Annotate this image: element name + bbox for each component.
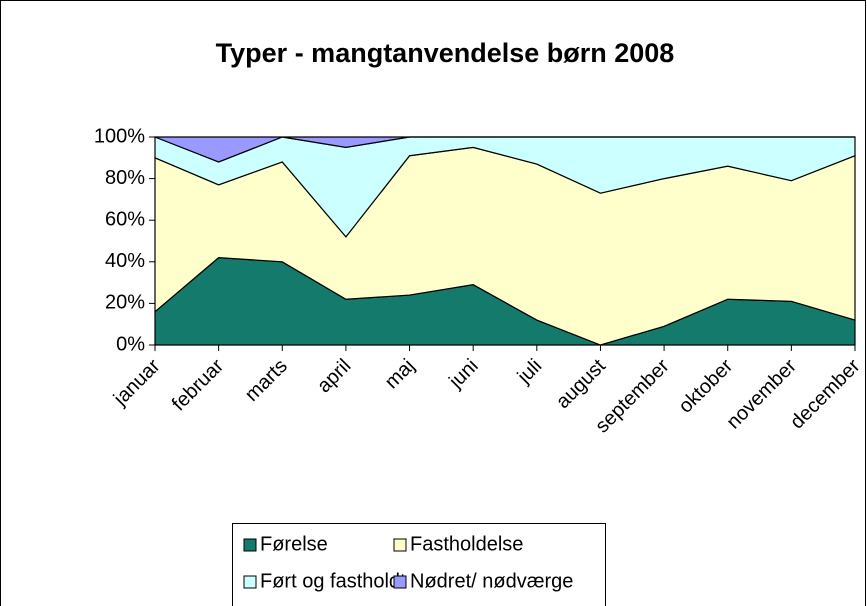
y-tick-label: 20%: [105, 292, 145, 314]
y-tick-label: 100%: [94, 125, 145, 147]
legend-swatch: [243, 575, 257, 589]
legend-label: Nødret/ nødværge: [410, 570, 573, 592]
area: [154, 136, 855, 163]
legend-swatch: [243, 538, 257, 552]
y-tick-label: 40%: [105, 250, 145, 272]
legend-box: [232, 523, 606, 606]
y-tick-label: 80%: [105, 167, 145, 189]
legend-swatch: [393, 538, 407, 552]
legend-label: Førelse: [260, 533, 328, 555]
y-tick-label: 0%: [116, 333, 145, 355]
chart-title: Typer - mangtanvendelse børn 2008: [216, 38, 675, 68]
y-tick-label: 60%: [105, 208, 145, 230]
legend-label: Fastholdelse: [410, 533, 523, 555]
legend-swatch: [393, 575, 407, 589]
legend-label: Ført og fastholdt: [260, 570, 406, 592]
